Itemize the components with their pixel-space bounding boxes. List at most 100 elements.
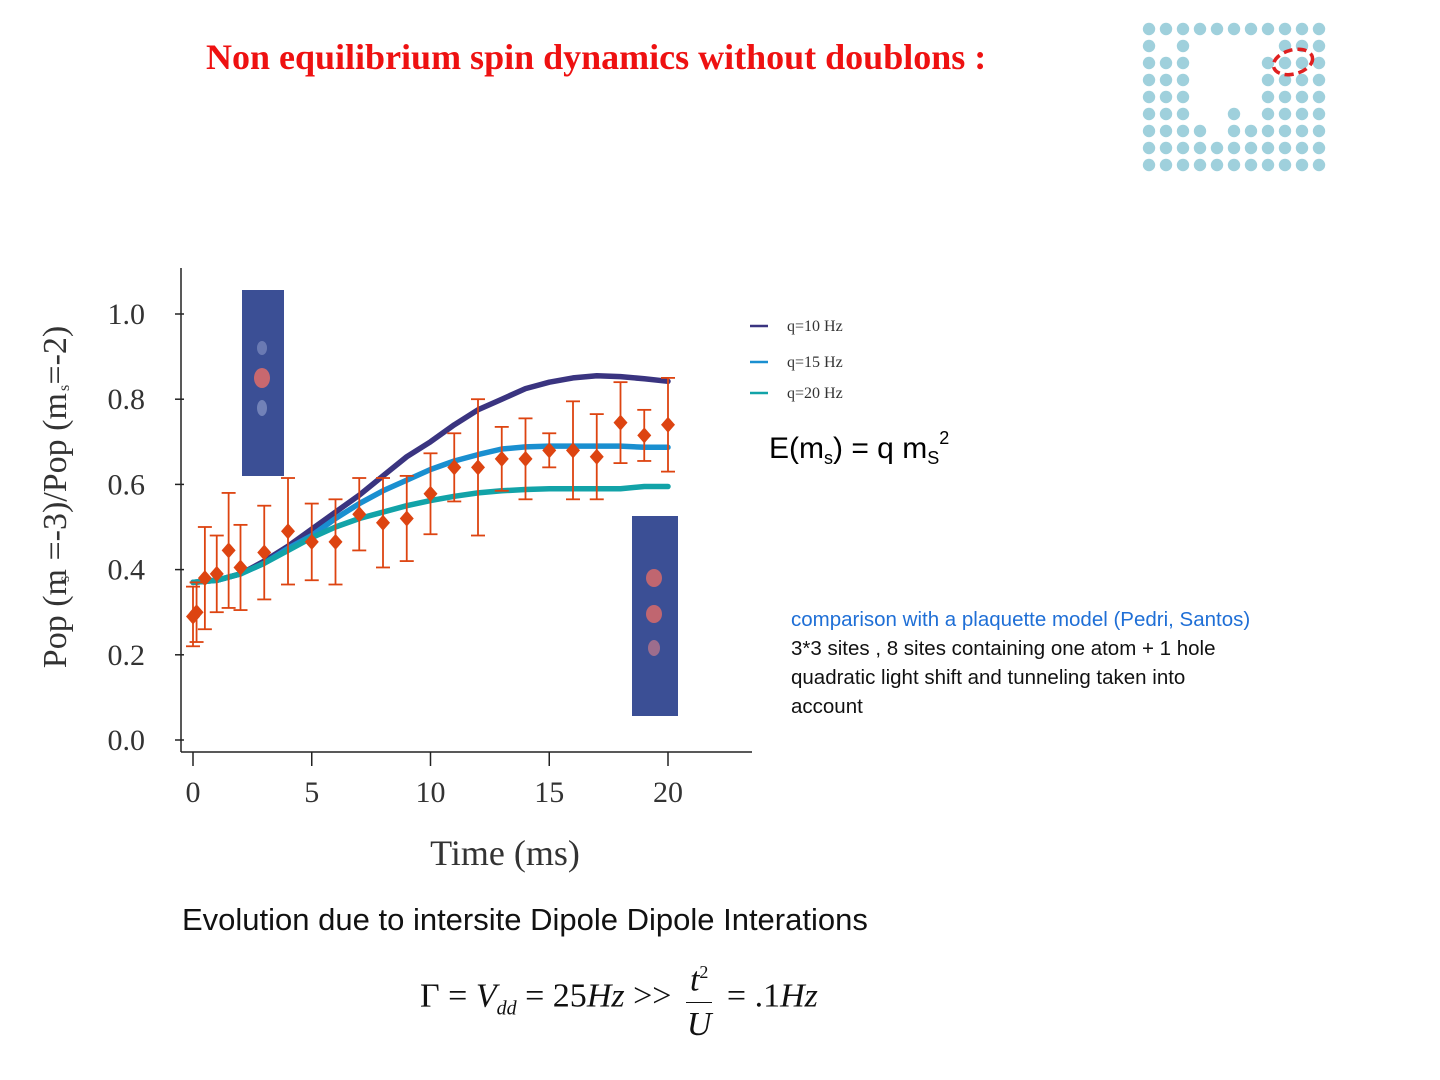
fraction: t2 U <box>685 950 713 1047</box>
x-axis-label: Time (ms) <box>430 833 580 873</box>
data-point <box>281 477 295 586</box>
inset-right-cloud-top <box>646 569 662 587</box>
x-tick-label: 20 <box>653 776 683 809</box>
lattice-dot <box>1142 141 1156 155</box>
lattice-dot <box>1295 107 1309 121</box>
lattice-dot <box>1142 56 1156 70</box>
data-point <box>197 526 212 631</box>
lattice-dot <box>1176 124 1190 138</box>
lattice-dot <box>1142 90 1156 104</box>
lattice-dot <box>1227 22 1241 36</box>
lattice-dot <box>1176 56 1190 70</box>
diamond-marker <box>221 542 236 559</box>
lattice-dot <box>1261 22 1275 36</box>
data-point <box>257 504 272 601</box>
lattice-dot <box>1312 158 1326 172</box>
lattice-dot <box>1278 39 1292 53</box>
lattice-dot <box>1295 158 1309 172</box>
diamond-marker <box>423 485 438 502</box>
diamond-marker <box>566 442 580 459</box>
lattice-dot <box>1261 158 1275 172</box>
notes-line-4: account <box>791 695 863 718</box>
data-point <box>376 477 390 569</box>
diamond-marker <box>197 570 212 587</box>
legend: q=10 Hz q=15 Hz q=20 Hz <box>750 318 843 402</box>
lattice-dot <box>1312 107 1326 121</box>
lattice-dot <box>1295 73 1309 87</box>
lattice-dot <box>1227 158 1241 172</box>
data-point <box>471 398 485 537</box>
y-tick-label: 1.0 <box>108 298 146 331</box>
lattice-dot <box>1142 107 1156 121</box>
lattice-dot <box>1142 73 1156 87</box>
y-label-subscript-1: s <box>56 576 73 582</box>
x-tick-label: 5 <box>304 776 319 809</box>
lattice-dot <box>1210 141 1224 155</box>
notes-line-3: quadratic light shift and tunneling take… <box>791 666 1186 689</box>
diamond-marker <box>304 533 319 550</box>
inset-left-cloud-top <box>257 341 267 355</box>
lattice-dot <box>1295 22 1309 36</box>
y-axis-label-text: Pop (m =-3)/Pop (m =-2) <box>37 326 74 668</box>
diamond-marker <box>352 506 367 523</box>
evolution-caption: Evolution due to intersite Dipole Dipole… <box>182 902 868 937</box>
x-tick-label: 10 <box>416 776 446 809</box>
slide-title: Non equilibrium spin dynamics without do… <box>206 37 987 77</box>
y-tick-label: 0.6 <box>108 468 146 501</box>
data-point <box>221 492 236 609</box>
y-tick-label: 0.4 <box>108 554 146 587</box>
inset-left-cloud-minor <box>257 400 267 416</box>
lattice-dot <box>1312 141 1326 155</box>
lattice-dot <box>1261 141 1275 155</box>
lattice-dot <box>1159 90 1173 104</box>
diamond-marker <box>189 604 204 621</box>
lattice-dot <box>1278 107 1292 121</box>
diamond-marker <box>494 450 509 467</box>
diamond-marker <box>399 510 414 527</box>
data-point <box>518 417 533 501</box>
lattice-logo <box>1142 22 1326 172</box>
lattice-dot <box>1210 158 1224 172</box>
diamond-marker <box>637 427 652 444</box>
y-axis-label: Pop (m =-3)/Pop (m =-2)s s <box>37 326 74 668</box>
legend-label: q=10 Hz <box>787 318 843 335</box>
lattice-dot <box>1244 158 1258 172</box>
x-tick-label: 15 <box>534 776 564 809</box>
diamond-marker <box>257 544 272 561</box>
lattice-dot <box>1227 141 1241 155</box>
lattice-dot <box>1261 90 1275 104</box>
highlight-ring <box>1271 47 1315 77</box>
lattice-dot <box>1193 158 1207 172</box>
lattice-dot <box>1295 90 1309 104</box>
lattice-dot <box>1227 107 1241 121</box>
lattice-dot <box>1295 141 1309 155</box>
lattice-dot <box>1142 39 1156 53</box>
data-points <box>186 376 675 648</box>
inset-left-cloud-main <box>254 368 270 388</box>
lattice-dot <box>1278 124 1292 138</box>
lattice-dot <box>1159 56 1173 70</box>
diamond-marker <box>518 450 533 467</box>
data-point <box>328 498 343 586</box>
lattice-dot <box>1312 73 1326 87</box>
lattice-dot <box>1278 141 1292 155</box>
lattice-dot <box>1193 22 1207 36</box>
x-tick-label: 0 <box>186 776 201 809</box>
y-tick-label: 0.2 <box>108 639 146 672</box>
diamond-marker <box>447 459 462 476</box>
model-notes: comparison with a plaquette model (Pedri… <box>791 605 1351 721</box>
gamma-formula: Γ = Vdd = 25Hz >> t2 U = .1Hz <box>420 950 818 1047</box>
diamond-marker <box>542 442 557 459</box>
data-point <box>566 400 580 501</box>
diamond-marker <box>209 565 224 582</box>
data-point <box>209 534 224 614</box>
lattice-dot <box>1176 107 1190 121</box>
lattice-dot <box>1159 107 1173 121</box>
lattice-dot <box>1261 124 1275 138</box>
inset-right-cloud-middle <box>646 605 662 623</box>
lattice-dot <box>1142 124 1156 138</box>
lattice-dot <box>1193 141 1207 155</box>
notes-line-2: 3*3 sites , 8 sites containing one atom … <box>791 637 1216 660</box>
lattice-dot <box>1142 158 1156 172</box>
y-label-subscript-2: s <box>56 385 73 391</box>
